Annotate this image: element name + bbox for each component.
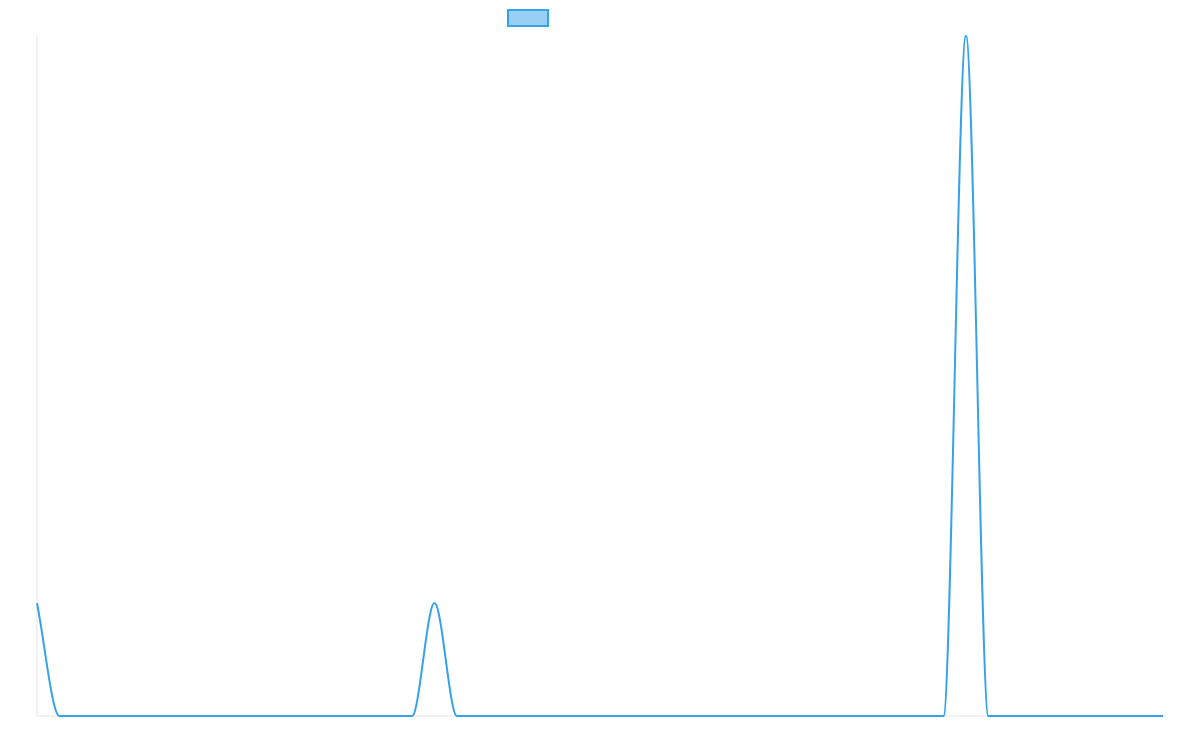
legend-swatch-0[interactable] bbox=[507, 9, 549, 27]
legend[interactable] bbox=[507, 9, 549, 27]
axes-layer bbox=[36, 36, 1163, 717]
series-line-0 bbox=[36, 35, 1163, 718]
series-layer bbox=[36, 35, 1163, 718]
